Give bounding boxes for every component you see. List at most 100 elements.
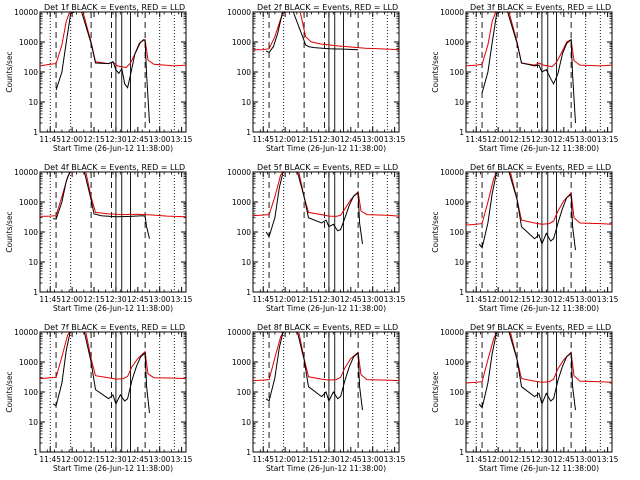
y-tick-label: 1 (33, 128, 38, 137)
x-tick-label: 12:45 (340, 455, 362, 464)
x-tick-label: 13:00 (149, 455, 171, 464)
y-tick-label: 10000 (440, 8, 464, 17)
series-red-line (253, 12, 399, 51)
x-tick-label: 13:15 (597, 455, 619, 464)
x-tick-label: 12:30 (531, 455, 553, 464)
x-tick-label: 12:15 (296, 455, 318, 464)
series-red-line (40, 332, 186, 380)
y-tick-label: 1000 (19, 38, 38, 47)
panel-title: Det 2f BLACK = Events, RED = LLD (257, 3, 398, 12)
x-tick-label: 13:15 (597, 295, 619, 304)
series-black-line (53, 172, 150, 239)
y-tick-label: 100 (450, 228, 465, 237)
x-tick-label: 11:45 (465, 295, 487, 304)
panel-det-9: 1 10 100 1000 10000 11:45 12:00 12:15 12:30 12:45… (431, 323, 619, 473)
y-tick-label: 1000 (232, 358, 251, 367)
x-tick-label: 11:45 (465, 135, 487, 144)
x-tick-label: 12:30 (105, 135, 127, 144)
panel-det-1: 1 10 100 1000 10000 11:45 12:00 12:15 12:30 12:45… (5, 3, 193, 153)
x-tick-label: 13:00 (575, 135, 597, 144)
y-tick-label: 1 (33, 288, 38, 297)
y-tick-label: 10 (454, 418, 464, 427)
panel-title: Det 8f BLACK = Events, RED = LLD (257, 323, 398, 332)
y-tick-label: 100 (24, 228, 39, 237)
x-tick-label: 13:00 (362, 135, 384, 144)
panel-title: Det 9f BLACK = Events, RED = LLD (470, 323, 611, 332)
y-tick-label: 1000 (445, 38, 464, 47)
y-axis-label: Counts/sec (431, 211, 440, 252)
x-axis-label: Start Time (26-Jun-12 11:38:00) (479, 304, 599, 313)
x-tick-label: 11:45 (252, 135, 274, 144)
x-tick-label: 12:00 (487, 135, 509, 144)
panel-det-5: 1 10 100 1000 10000 11:45 12:00 12:15 12:30 12:45… (227, 163, 406, 313)
x-tick-label: 12:15 (509, 455, 531, 464)
x-axis-label: Start Time (26-Jun-12 11:38:00) (266, 144, 386, 153)
x-tick-label: 12:45 (127, 135, 149, 144)
x-tick-label: 11:45 (39, 455, 61, 464)
x-tick-label: 13:00 (362, 295, 384, 304)
y-tick-label: 10 (28, 98, 38, 107)
series-black-line (52, 332, 150, 414)
x-tick-label: 12:15 (296, 135, 318, 144)
series-red-line (253, 332, 399, 382)
x-tick-label: 12:45 (553, 295, 575, 304)
panel-det-2: 1 10 100 1000 10000 11:45 12:00 12:15 12:30 12:45… (227, 3, 406, 153)
x-tick-label: 12:45 (127, 455, 149, 464)
y-tick-label: 10000 (227, 328, 251, 337)
y-tick-label: 100 (237, 228, 252, 237)
x-tick-label: 13:00 (575, 455, 597, 464)
x-axis-label: Start Time (26-Jun-12 11:38:00) (479, 464, 599, 473)
x-tick-label: 12:00 (61, 295, 83, 304)
y-tick-label: 10000 (440, 168, 464, 177)
panel-title: Det 4f BLACK = Events, RED = LLD (44, 163, 185, 172)
y-tick-label: 1000 (19, 358, 38, 367)
plot-frame (39, 331, 187, 453)
x-tick-label: 12:30 (531, 135, 553, 144)
x-tick-label: 12:00 (487, 455, 509, 464)
y-tick-label: 10 (454, 98, 464, 107)
x-tick-label: 13:15 (384, 135, 406, 144)
y-tick-label: 1000 (232, 198, 251, 207)
x-tick-label: 12:30 (318, 135, 340, 144)
series-red-line (466, 332, 612, 384)
x-tick-label: 13:15 (171, 455, 193, 464)
panel-det-3: 1 10 100 1000 10000 11:45 12:00 12:15 12:30 12:45… (431, 3, 619, 153)
plot-frame (39, 171, 187, 293)
y-tick-label: 100 (24, 68, 39, 77)
x-tick-label: 12:30 (318, 455, 340, 464)
y-tick-label: 10 (28, 258, 38, 267)
y-tick-label: 1000 (232, 38, 251, 47)
y-tick-label: 1 (459, 128, 464, 137)
panel-title: Det 3f BLACK = Events, RED = LLD (470, 3, 611, 12)
y-tick-label: 1000 (19, 198, 38, 207)
series-black-line (265, 172, 363, 244)
y-tick-label: 10 (454, 258, 464, 267)
x-tick-label: 11:45 (252, 295, 274, 304)
x-tick-label: 13:15 (171, 295, 193, 304)
panel-title: Det 1f BLACK = Events, RED = LLD (44, 3, 185, 12)
x-tick-label: 12:15 (83, 295, 105, 304)
series-black-line (478, 332, 576, 411)
y-tick-label: 10000 (14, 8, 38, 17)
series-black-line (478, 172, 576, 251)
x-tick-label: 11:45 (465, 455, 487, 464)
x-tick-label: 12:00 (274, 295, 296, 304)
x-tick-label: 12:45 (340, 135, 362, 144)
x-tick-label: 13:15 (384, 295, 406, 304)
x-axis-label: Start Time (26-Jun-12 11:38:00) (266, 304, 386, 313)
x-tick-label: 12:15 (509, 295, 531, 304)
x-tick-label: 13:00 (149, 295, 171, 304)
y-tick-label: 1 (246, 288, 251, 297)
x-tick-label: 13:00 (149, 135, 171, 144)
y-tick-label: 100 (237, 388, 252, 397)
y-tick-label: 1 (246, 128, 251, 137)
x-tick-label: 12:00 (61, 455, 83, 464)
x-tick-label: 12:15 (509, 135, 531, 144)
x-tick-label: 12:30 (105, 295, 127, 304)
y-tick-label: 100 (24, 388, 39, 397)
y-tick-label: 1 (459, 448, 464, 457)
panel-det-7: 1 10 100 1000 10000 11:45 12:00 12:15 12:30 12:45… (5, 323, 193, 473)
x-tick-label: 12:45 (553, 455, 575, 464)
y-tick-label: 1000 (445, 198, 464, 207)
